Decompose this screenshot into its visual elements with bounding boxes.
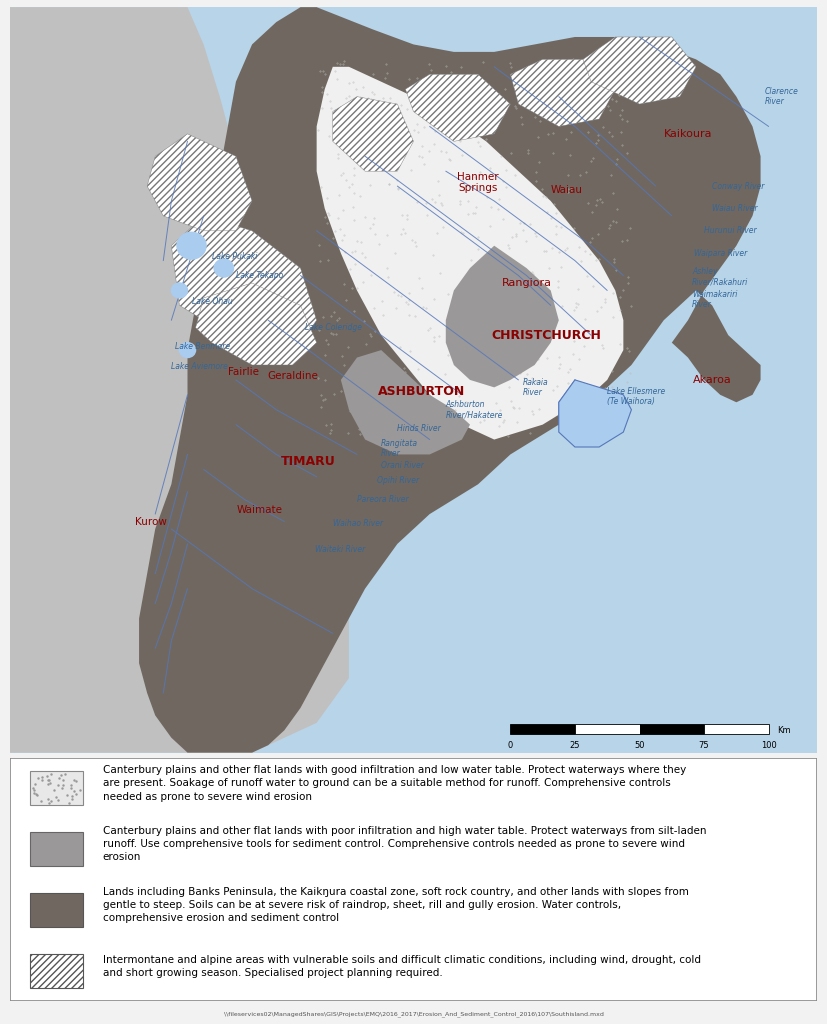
Polygon shape bbox=[446, 246, 559, 387]
Text: Waimate: Waimate bbox=[237, 506, 283, 515]
Text: Rangiora: Rangiora bbox=[501, 278, 552, 288]
Text: Ashley
River/Rakahuri: Ashley River/Rakahuri bbox=[692, 267, 748, 287]
Text: Clarence
River: Clarence River bbox=[765, 87, 799, 106]
Text: Hinds River: Hinds River bbox=[397, 424, 441, 433]
Text: Rakaia
River: Rakaia River bbox=[523, 378, 548, 397]
Text: Waimakariri
River: Waimakariri River bbox=[692, 290, 738, 309]
Text: Lake Benmore: Lake Benmore bbox=[175, 342, 231, 351]
Bar bbox=[30, 771, 83, 805]
Text: Rangitata
River: Rangitata River bbox=[381, 439, 418, 458]
Text: CHRISTCHURCH: CHRISTCHURCH bbox=[492, 329, 601, 342]
Text: 100: 100 bbox=[761, 741, 777, 751]
Text: 25: 25 bbox=[570, 741, 581, 751]
Text: Kaikoura: Kaikoura bbox=[664, 129, 712, 139]
Text: Akaroa: Akaroa bbox=[693, 375, 732, 385]
Polygon shape bbox=[171, 216, 317, 350]
Text: Lake Pukaki: Lake Pukaki bbox=[212, 252, 257, 261]
Circle shape bbox=[177, 232, 206, 259]
Text: Lake Tekapo: Lake Tekapo bbox=[236, 271, 283, 280]
Text: Canterbury plains and other flat lands with poor infiltration and high water tab: Canterbury plains and other flat lands w… bbox=[103, 826, 706, 862]
Bar bbox=[575, 724, 639, 734]
Text: TIMARU: TIMARU bbox=[281, 456, 336, 468]
Polygon shape bbox=[583, 37, 696, 104]
Polygon shape bbox=[510, 59, 615, 126]
Text: Conway River: Conway River bbox=[712, 181, 764, 190]
Text: Waiteki River: Waiteki River bbox=[315, 546, 366, 554]
Bar bbox=[510, 724, 575, 734]
Text: Canterbury plains and other flat lands with good infiltration and low water tabl: Canterbury plains and other flat lands w… bbox=[103, 765, 686, 802]
Text: Fairlie: Fairlie bbox=[228, 368, 260, 378]
Polygon shape bbox=[405, 75, 510, 141]
Text: Waihao River: Waihao River bbox=[332, 518, 383, 527]
Text: Pareora River: Pareora River bbox=[357, 495, 409, 504]
Text: 50: 50 bbox=[634, 741, 645, 751]
Text: Geraldine: Geraldine bbox=[267, 371, 318, 381]
Text: Hurunui River: Hurunui River bbox=[704, 226, 757, 236]
Polygon shape bbox=[341, 350, 470, 455]
Polygon shape bbox=[139, 7, 761, 753]
Text: Lake Aviemore: Lake Aviemore bbox=[171, 362, 228, 371]
Circle shape bbox=[179, 343, 195, 357]
Text: Ashburton
River/Hakatere: Ashburton River/Hakatere bbox=[446, 400, 503, 420]
Polygon shape bbox=[317, 67, 624, 439]
Text: Lake Ohau: Lake Ohau bbox=[192, 297, 232, 306]
Bar bbox=[30, 833, 83, 866]
Text: Intermontane and alpine areas with vulnerable soils and difficult climatic condi: Intermontane and alpine areas with vulne… bbox=[103, 954, 700, 978]
Text: Lands including Banks Peninsula, the Kaikŋura coastal zone, soft rock country, a: Lands including Banks Peninsula, the Kai… bbox=[103, 887, 689, 924]
Text: ASHBURTON: ASHBURTON bbox=[378, 385, 466, 397]
Polygon shape bbox=[10, 7, 349, 753]
Text: Opihi River: Opihi River bbox=[377, 476, 419, 485]
Text: Lake Ellesmere
(Te Waihora): Lake Ellesmere (Te Waihora) bbox=[607, 387, 666, 406]
Circle shape bbox=[214, 259, 233, 278]
Text: Orani River: Orani River bbox=[381, 461, 424, 470]
Bar bbox=[639, 724, 704, 734]
Polygon shape bbox=[195, 283, 317, 365]
Text: 75: 75 bbox=[699, 741, 710, 751]
Bar bbox=[704, 724, 768, 734]
Text: Kurow: Kurow bbox=[136, 516, 167, 526]
Bar bbox=[30, 893, 83, 927]
Text: Hanmer
Springs: Hanmer Springs bbox=[457, 172, 499, 194]
Text: Km: Km bbox=[777, 726, 791, 735]
Text: \\fileservices02\ManagedShares\GIS\Projects\EMQ\2016_2017\Erosion_And_Sediment_C: \\fileservices02\ManagedShares\GIS\Proje… bbox=[223, 1011, 604, 1017]
Circle shape bbox=[171, 283, 188, 298]
Polygon shape bbox=[559, 380, 632, 447]
Text: Waiau River: Waiau River bbox=[712, 204, 758, 213]
Text: 0: 0 bbox=[508, 741, 513, 751]
Polygon shape bbox=[332, 96, 414, 171]
Text: Lake Coleridge: Lake Coleridge bbox=[304, 324, 361, 332]
Text: Waiau: Waiau bbox=[551, 184, 583, 195]
Text: Waipara River: Waipara River bbox=[695, 249, 748, 258]
Polygon shape bbox=[147, 134, 252, 230]
Bar bbox=[30, 954, 83, 988]
